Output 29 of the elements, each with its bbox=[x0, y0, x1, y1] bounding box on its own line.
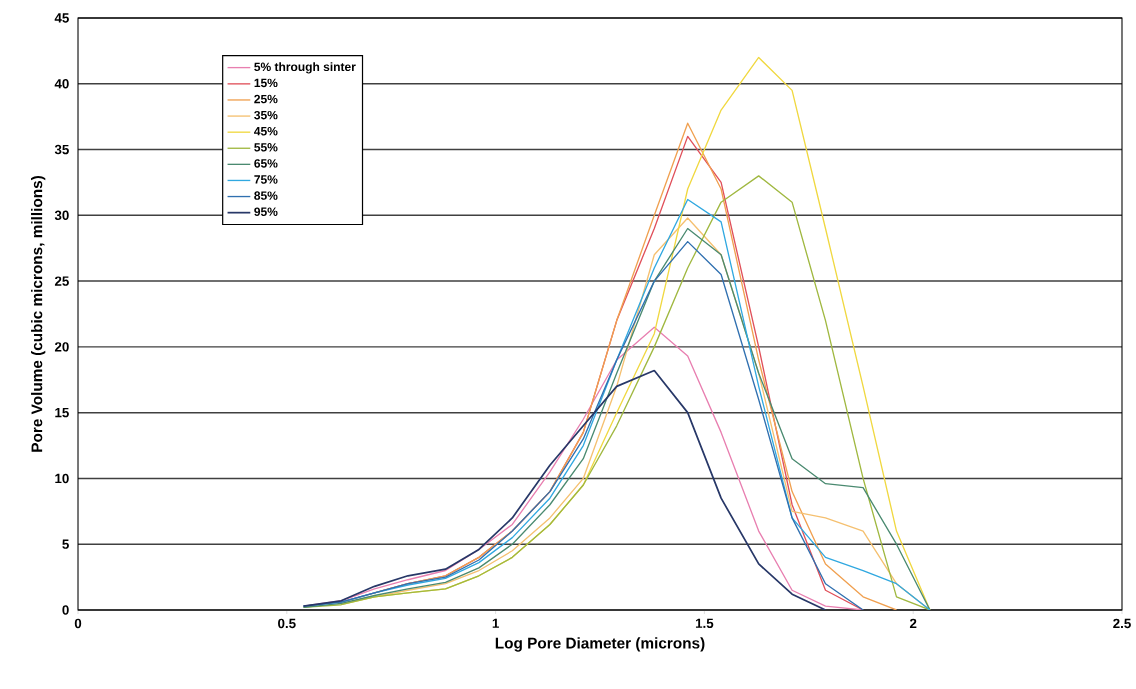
y-tick-label: 10 bbox=[55, 473, 69, 484]
y-tick-label: 40 bbox=[54, 79, 69, 89]
x-tick-label: 1 bbox=[492, 618, 499, 628]
y-axis-title: Pore Volume (cubic microns, millions) bbox=[31, 176, 46, 452]
legend-label: 45% bbox=[254, 127, 278, 136]
legend-label: 85% bbox=[254, 191, 278, 200]
y-tick-label: 5 bbox=[62, 539, 69, 549]
legend-label: 15% bbox=[254, 78, 278, 88]
y-tick-label: 25 bbox=[54, 276, 69, 286]
x-tick-label: 1.5 bbox=[695, 618, 714, 628]
legend-label: 35% bbox=[254, 110, 278, 120]
y-tick-label: 0 bbox=[62, 605, 69, 615]
line-series bbox=[302, 369, 827, 610]
x-tick-label: 0 bbox=[74, 618, 82, 629]
y-tick-label: 35 bbox=[54, 144, 69, 155]
legend-label: 5% through sinter bbox=[254, 62, 356, 74]
legend-label: 75% bbox=[254, 175, 278, 184]
x-tick-label: 0.5 bbox=[278, 618, 296, 629]
x-tick-label: 2.5 bbox=[1113, 618, 1131, 629]
legend-label: 65% bbox=[254, 159, 278, 168]
legend-label: 25% bbox=[254, 94, 278, 104]
x-tick-label: 2 bbox=[909, 618, 917, 629]
legend-label: 55% bbox=[254, 143, 278, 152]
y-tick-label: 20 bbox=[54, 342, 69, 352]
y-tick-label: 15 bbox=[55, 408, 69, 418]
y-tick-label: 45 bbox=[54, 13, 69, 23]
y-tick-label: 30 bbox=[54, 210, 69, 221]
x-axis-title: Log Pore Diameter (microns) bbox=[495, 637, 705, 652]
legend-label: 95% bbox=[254, 207, 278, 216]
